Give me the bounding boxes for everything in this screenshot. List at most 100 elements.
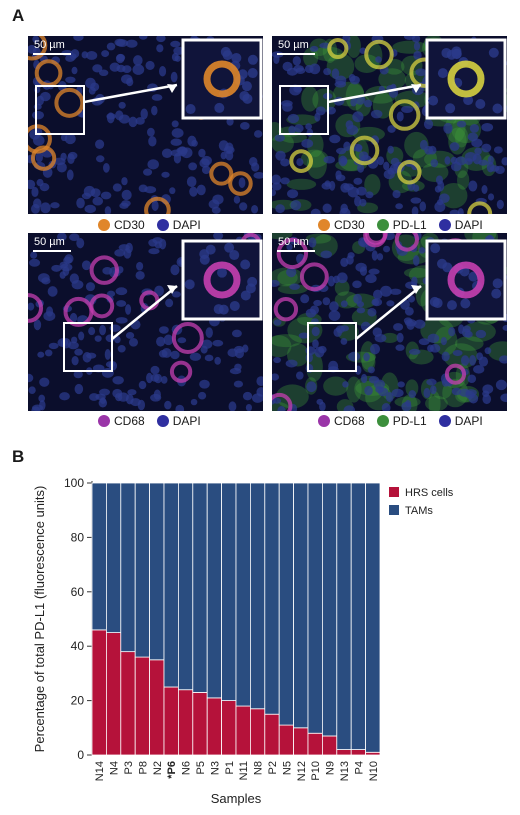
x-tick-label: N2 [152, 761, 164, 775]
dapi-nucleus [418, 247, 426, 254]
scale-label: 50 µm [34, 39, 65, 51]
dapi-nucleus [161, 148, 173, 158]
dapi-nucleus [440, 337, 447, 346]
dapi-nucleus [112, 388, 123, 398]
arrow-head [411, 285, 421, 294]
dapi-nucleus [375, 386, 384, 393]
dapi-nucleus [371, 250, 378, 261]
dapi-nucleus [76, 197, 85, 209]
dapi-nucleus [115, 287, 128, 296]
y-tick-label: 100 [64, 476, 84, 490]
dapi-nucleus [29, 258, 41, 267]
dapi-nucleus [476, 352, 483, 361]
bar-tams [134, 482, 150, 658]
x-tick-label: P3 [123, 761, 135, 774]
dapi-nucleus [364, 99, 373, 108]
dapi-nucleus [329, 134, 341, 144]
dapi-nucleus [198, 148, 206, 158]
dapi-nucleus [154, 241, 163, 249]
dapi-nucleus [356, 186, 367, 196]
dapi-nucleus [95, 139, 105, 150]
dapi-nucleus [450, 161, 462, 172]
legend-item: DAPI [156, 218, 201, 232]
bar-tams [221, 482, 237, 702]
dapi-nucleus [253, 172, 263, 179]
pdl1-stain [404, 131, 429, 159]
dapi-nucleus [156, 36, 166, 43]
dapi-nucleus [305, 123, 312, 130]
dapi-nucleus [495, 379, 507, 391]
region-box [307, 322, 357, 372]
dapi-nucleus [435, 175, 444, 185]
dapi-nucleus [328, 360, 339, 372]
dapi-nucleus [247, 54, 258, 65]
legend-label: DAPI [454, 218, 483, 232]
dapi-nucleus [117, 345, 126, 353]
dapi-nucleus [372, 289, 383, 300]
pdl1-stain [323, 376, 349, 396]
dapi-nucleus [28, 302, 35, 311]
dapi-nucleus [196, 184, 206, 196]
dapi-nucleus [170, 350, 180, 360]
stained-cell [444, 363, 467, 385]
scale-label: 50 µm [278, 236, 309, 248]
dapi-nucleus [474, 147, 482, 156]
stained-cell [228, 171, 253, 196]
dapi-nucleus [329, 301, 339, 312]
dapi-nucleus [102, 267, 113, 275]
dapi-nucleus [426, 378, 437, 386]
dapi-nucleus [481, 143, 492, 153]
dapi-nucleus [44, 349, 53, 357]
dapi-nucleus [363, 352, 370, 362]
dapi-nucleus [133, 55, 143, 66]
dapi-nucleus [336, 147, 347, 155]
x-axis-label: Samples [211, 791, 262, 806]
dapi-nucleus [86, 352, 97, 359]
dapi-nucleus [322, 203, 332, 213]
dapi-nucleus [143, 168, 153, 176]
bar-hrs-cells [350, 749, 367, 756]
dapi-nucleus [396, 332, 404, 343]
dapi-nucleus [171, 120, 179, 128]
dapi-nucleus [112, 376, 124, 385]
dapi-nucleus [327, 275, 335, 287]
dapi-nucleus [272, 279, 280, 287]
bar-hrs-cells [293, 727, 309, 756]
legend-cd30-pdl1-dapi: CD30 PD-L1 DAPI [318, 218, 491, 232]
dapi-nucleus [233, 380, 244, 388]
x-tick-label: P2 [267, 761, 279, 774]
bar-tams [120, 482, 136, 653]
dapi-nucleus [71, 66, 78, 75]
dapi-nucleus [69, 233, 80, 242]
dapi-nucleus [57, 338, 69, 348]
dapi-nucleus [292, 56, 302, 66]
dapi-nucleus [151, 200, 159, 211]
dapi-nucleus [218, 140, 229, 152]
dapi-nucleus [98, 69, 109, 77]
dapi-nucleus [164, 400, 172, 410]
dapi-nucleus [184, 279, 195, 290]
pdl1-stain [346, 36, 361, 58]
dapi-nucleus [413, 319, 426, 329]
dapi-nucleus [212, 339, 224, 347]
dapi-nucleus [318, 345, 327, 354]
legend-item: DAPI [156, 414, 201, 428]
dapi-nucleus [147, 159, 159, 170]
dapi-nucleus [114, 38, 126, 47]
dapi-nucleus [220, 151, 227, 160]
x-tick-label: N11 [238, 761, 250, 780]
pdl1-stain [272, 335, 292, 358]
dapi-nucleus [343, 405, 356, 411]
dapi-nucleus [313, 299, 322, 307]
legend-label: CD68 [334, 414, 365, 428]
dapi-nucleus [322, 297, 331, 306]
dapi-nucleus [71, 356, 79, 366]
stained-cell [276, 237, 309, 270]
dapi-nucleus [306, 128, 314, 137]
dapi-nucleus [428, 145, 437, 155]
dapi-nucleus [201, 339, 213, 349]
legend-cd30-dapi: CD30 DAPI [98, 218, 209, 232]
dapi-nucleus [73, 36, 84, 41]
bar-hrs-cells [365, 751, 381, 756]
stained-cell [144, 196, 171, 214]
